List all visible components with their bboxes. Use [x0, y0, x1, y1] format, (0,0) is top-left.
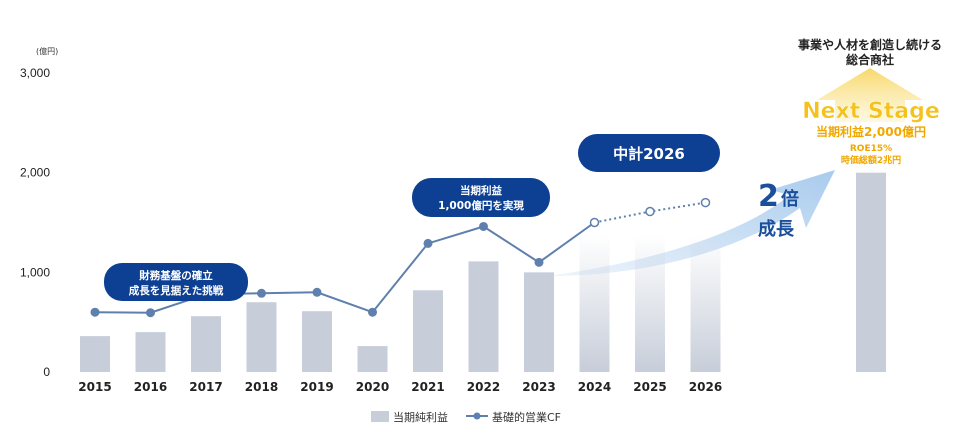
bar-2022 [468, 261, 499, 372]
next-stage-heading-line1: 事業や人材を創造し続ける [798, 37, 942, 52]
x-tick-label: 2023 [522, 380, 555, 394]
x-tick-label: 2017 [189, 380, 222, 394]
y-unit-label: (億円) [36, 46, 58, 56]
next-stage-roe: ROE15% [850, 144, 892, 154]
legend-bar-label: 当期純利益 [393, 410, 448, 424]
plan-label-text: 中計2026 [613, 145, 685, 163]
line-point-2024 [589, 217, 600, 228]
y-axis: 0 1,000 2,000 3,000 [20, 66, 50, 379]
callout-profit-milestone: 当期利益 1,000億円を実現 [412, 178, 550, 217]
legend-bar-swatch [371, 411, 389, 422]
line-point-2020 [368, 307, 377, 317]
legend-line-marker [473, 412, 481, 420]
bar-2018 [246, 302, 277, 372]
x-tick-label: 2024 [578, 380, 611, 394]
line-point-2021 [423, 238, 433, 248]
x-tick-label: 2025 [633, 380, 666, 394]
next-stage-block: 事業や人材を創造し続ける 総合商社 Next Stage 当期利益2,000億円… [798, 37, 942, 166]
line-point-2023 [534, 257, 544, 267]
legend: 当期純利益 基礎的営業CF [371, 410, 561, 424]
line-point-2025 [645, 206, 655, 217]
growth-label-number: 2 [758, 179, 779, 214]
y-tick-label: 0 [43, 365, 50, 379]
x-tick-label: 2018 [245, 380, 278, 394]
callout-profit-milestone-line1: 当期利益 [460, 184, 502, 197]
bar-2025 [635, 235, 665, 372]
line-point-2022 [479, 221, 488, 231]
bar-2016 [135, 332, 166, 372]
line-point-2026 [700, 197, 711, 208]
line-actual [94, 221, 596, 314]
growth-label-line2: 成長 [758, 218, 795, 240]
bar-2023 [524, 272, 554, 372]
x-tick-label: 2020 [356, 380, 389, 394]
next-stage-bar-rect [856, 172, 886, 372]
y-tick-label: 3,000 [20, 66, 50, 80]
next-stage-profit: 当期利益2,000億円 [816, 124, 926, 139]
next-stage-market-cap: 時価総額2兆円 [841, 154, 901, 166]
growth-label: 2 倍 成長 [758, 179, 799, 240]
next-stage-title: Next Stage [802, 99, 940, 124]
callout-financial-foundation-line2: 成長を見据えた挑戦 [129, 284, 224, 297]
x-tick-label: 2022 [467, 380, 500, 394]
bar-2024 [579, 235, 610, 372]
bar-series [80, 235, 721, 372]
plan-label: 中計2026 [578, 134, 720, 172]
bar-2015 [80, 336, 110, 372]
line-point-2015 [90, 307, 100, 317]
line-point-2018 [257, 288, 266, 298]
bar-2017 [191, 316, 221, 372]
x-tick-label: 2016 [134, 380, 167, 394]
x-tick-label: 2015 [78, 380, 111, 394]
next-stage-arrow [817, 68, 923, 122]
growth-label-suffix: 倍 [781, 188, 799, 210]
bar-2021 [413, 290, 443, 372]
y-tick-label: 2,000 [20, 166, 50, 180]
x-tick-label: 2021 [411, 380, 444, 394]
x-axis: 2015 2016 2017 2018 2019 2020 2021 2022 2023 2024… [78, 380, 722, 394]
callout-financial-foundation: 財務基盤の確立 成長を見据えた挑戦 [104, 263, 248, 301]
callout-financial-foundation-line1: 財務基盤の確立 [138, 269, 213, 282]
y-tick-label: 1,000 [20, 265, 50, 279]
legend-line-label: 基礎的営業CF [492, 410, 561, 424]
next-stage-bar [856, 172, 886, 372]
x-tick-label: 2019 [300, 380, 333, 394]
callout-profit-milestone-line2: 1,000億円を実現 [438, 199, 524, 212]
next-stage-heading-line2: 総合商社 [846, 52, 894, 67]
x-tick-label: 2026 [689, 380, 722, 394]
bar-2020 [357, 346, 388, 372]
line-point-2019 [312, 287, 322, 297]
bar-2026 [690, 235, 721, 372]
bar-2019 [302, 311, 332, 372]
line-point-2016 [146, 308, 155, 318]
